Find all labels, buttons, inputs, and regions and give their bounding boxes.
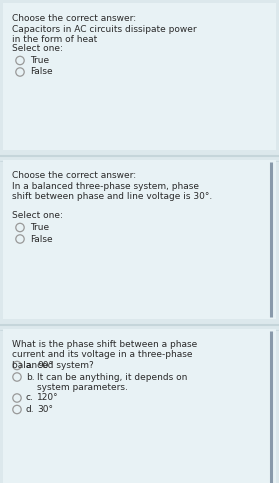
Text: False: False — [30, 68, 53, 76]
Text: True: True — [30, 223, 49, 232]
Text: d.: d. — [26, 405, 35, 414]
Text: 30°: 30° — [37, 405, 53, 414]
FancyBboxPatch shape — [3, 160, 276, 319]
Text: 90°: 90° — [37, 361, 53, 370]
Text: True: True — [30, 56, 49, 65]
FancyBboxPatch shape — [3, 329, 276, 483]
Text: It can be anything, it depends on
system parameters.: It can be anything, it depends on system… — [37, 372, 187, 392]
Text: Select one:: Select one: — [12, 211, 63, 220]
Text: Choose the correct answer:: Choose the correct answer: — [12, 171, 136, 180]
Text: What is the phase shift between a phase
current and its voltage in a three-phase: What is the phase shift between a phase … — [12, 340, 197, 370]
Text: In a balanced three-phase system, phase
shift between phase and line voltage is : In a balanced three-phase system, phase … — [12, 182, 212, 201]
Text: c.: c. — [26, 394, 34, 402]
Text: 120°: 120° — [37, 394, 59, 402]
Text: Choose the correct answer:: Choose the correct answer: — [12, 14, 136, 23]
FancyBboxPatch shape — [3, 3, 276, 150]
Text: b.: b. — [26, 372, 35, 382]
Text: False: False — [30, 235, 53, 243]
Text: Capacitors in AC circuits dissipate power
in the form of heat: Capacitors in AC circuits dissipate powe… — [12, 25, 197, 44]
Text: Select one:: Select one: — [12, 44, 63, 53]
Text: a.: a. — [26, 361, 34, 370]
